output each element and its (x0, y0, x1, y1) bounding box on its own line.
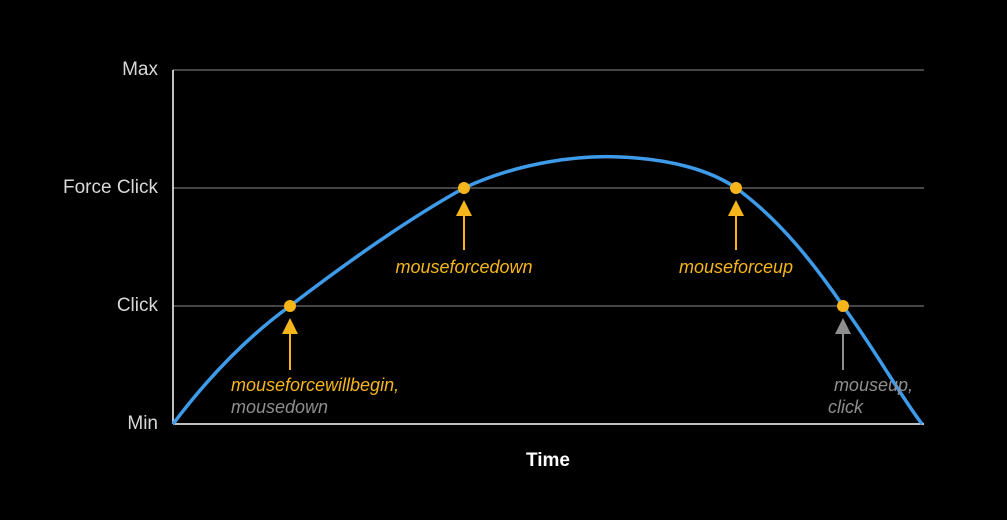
event-label: mouseforcedown (395, 257, 532, 277)
y-level-label: Max (122, 59, 158, 80)
x-axis-label: Time (526, 450, 570, 471)
event-point (730, 182, 742, 194)
y-level-label: Click (117, 295, 159, 316)
event-label: click (828, 397, 864, 417)
event-label: mousedown (231, 397, 328, 417)
event-point (837, 300, 849, 312)
y-level-label: Force Click (63, 177, 159, 198)
y-level-label: Min (127, 413, 158, 434)
event-label: mouseforceup (679, 257, 793, 277)
event-point (284, 300, 296, 312)
event-label: mouseforcewillbegin, (231, 375, 399, 395)
event-point (458, 182, 470, 194)
event-label: mouseup, (834, 375, 913, 395)
